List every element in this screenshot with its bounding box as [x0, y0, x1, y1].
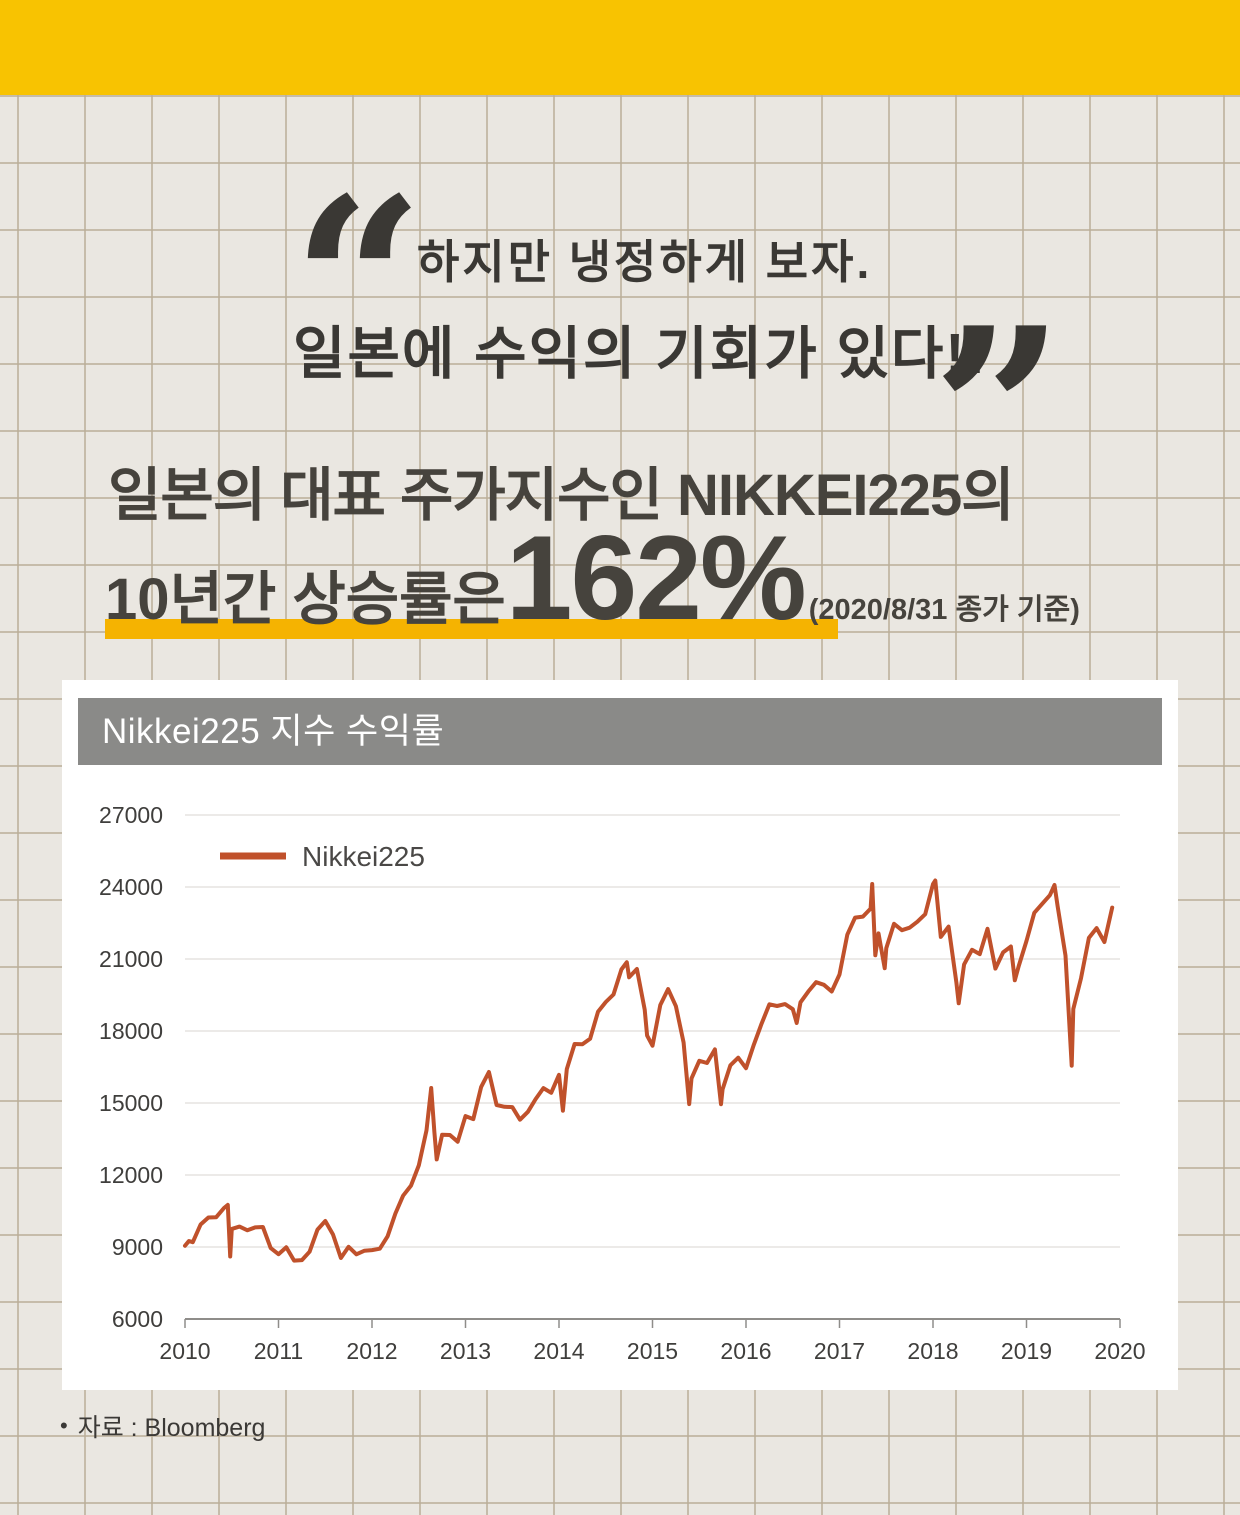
x-axis-label: 2011 — [254, 1338, 303, 1364]
x-axis-label: 2020 — [1094, 1338, 1145, 1364]
y-axis-label: 6000 — [112, 1306, 163, 1332]
x-axis-label: 2014 — [533, 1338, 584, 1364]
headline-big-number: 162% — [505, 511, 807, 645]
headline-prefix: 10년간 상승률은 — [105, 567, 506, 632]
chart-title-bar: Nikkei225 지수 수익률 — [78, 698, 1162, 765]
source-text: 자료 : Bloomberg — [77, 1414, 266, 1442]
y-axis-label: 12000 — [99, 1162, 163, 1188]
source-attribution: • 자료 : Bloomberg — [60, 1408, 265, 1444]
headline-line-1: 일본의 대표 주가지수인 NIKKEI225의 — [108, 463, 1015, 528]
legend-label: Nikkei225 — [302, 841, 425, 872]
quote-line-2: 일본에 수익의 기회가 있다!! — [293, 322, 988, 386]
x-axis-label: 2013 — [440, 1338, 491, 1364]
quote-line-1: 하지만 냉정하게 보자. — [417, 236, 873, 288]
x-axis-label: 2012 — [346, 1338, 397, 1364]
x-axis-label: 2016 — [720, 1338, 771, 1364]
chart-card: Nikkei225 지수 수익률 27000 24000 21000 18000 150… — [62, 680, 1178, 1390]
y-axis-label: 24000 — [99, 874, 163, 900]
y-axis-label: 9000 — [112, 1234, 163, 1260]
x-axis-label: 2019 — [1001, 1338, 1052, 1364]
nikkei225-line — [183, 878, 1115, 1263]
y-axis-label: 21000 — [99, 946, 163, 972]
top-banner — [0, 0, 1240, 95]
bullet-icon: • — [60, 1413, 68, 1438]
x-axis-label: 2015 — [627, 1338, 678, 1364]
yellow-highlight-bar — [105, 619, 838, 639]
headline-line-2: 10년간 상승률은 162% (2020/8/31 종가 기준) — [105, 518, 1080, 638]
headline-note: (2020/8/31 종가 기준) — [808, 594, 1080, 626]
nikkei225-chart: 27000 24000 21000 18000 15000 12000 9000 6000 20… — [99, 802, 1146, 1364]
x-axis-label: 2010 — [159, 1338, 210, 1364]
x-axis-label: 2017 — [814, 1338, 865, 1364]
y-axis-label: 27000 — [99, 802, 163, 828]
x-axis-label: 2018 — [907, 1338, 958, 1364]
y-axis-label: 15000 — [99, 1090, 163, 1116]
close-quote-icon: ” — [932, 278, 1065, 548]
open-quote-icon: “ — [292, 148, 425, 418]
y-axis-label: 18000 — [99, 1018, 163, 1044]
